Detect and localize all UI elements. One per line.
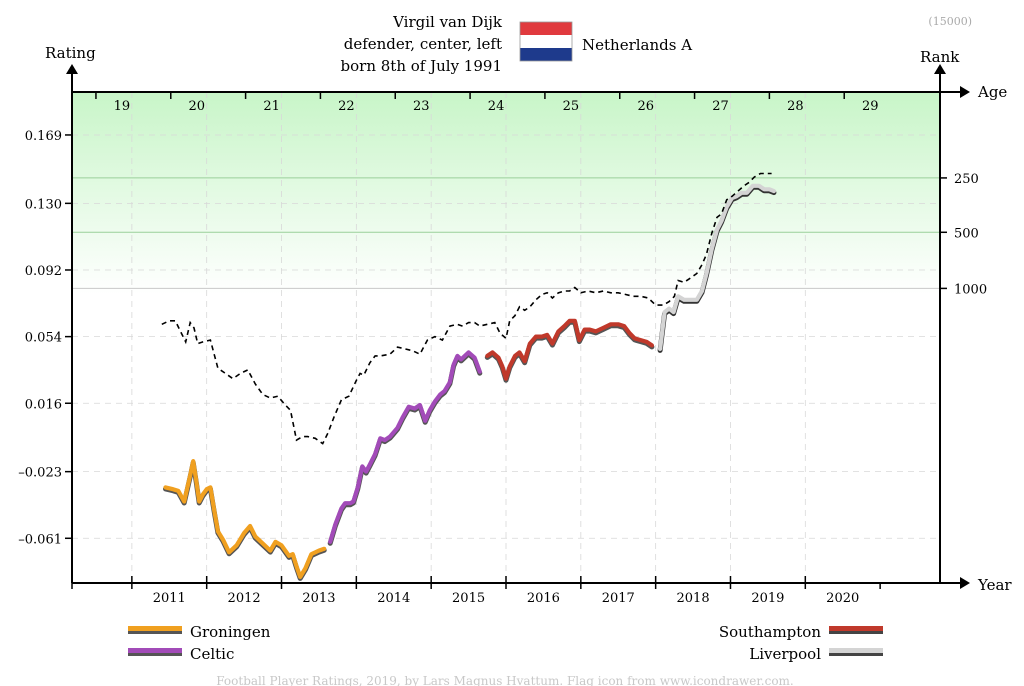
year-axis-label: Year: [977, 576, 1012, 594]
y-tick-label-6: 0.169: [25, 129, 62, 144]
flag-icon: [519, 21, 573, 62]
y-tick-label-5: 0.130: [25, 197, 62, 212]
footer-credit: Football Player Ratings, 2019, by Lars M…: [216, 674, 793, 686]
rank-labels: 250 500 1000: [940, 172, 987, 297]
legend-label-liverpool: Liverpool: [749, 645, 821, 663]
age-ticks: 19 20 21 22 23 24 25 26 27 28 29: [95, 92, 879, 114]
y-tick-label-2: 0.016: [25, 397, 62, 412]
year-label-2: 2013: [302, 591, 335, 606]
year-label-8: 2019: [751, 591, 784, 606]
flag-stripe-red: [520, 22, 572, 35]
player-born: born 8th of July 1991: [341, 57, 502, 75]
legend: Groningen Celtic Southampton Liverpool: [128, 623, 883, 663]
grid: [72, 92, 940, 583]
age-label-9: 28: [787, 99, 804, 114]
legend-label-groningen: Groningen: [190, 623, 271, 641]
right-axis-arrow: [934, 64, 946, 74]
y2-axis-label: Rank: [920, 48, 960, 66]
year-label-9: 2020: [826, 591, 859, 606]
age-label-6: 25: [563, 99, 580, 114]
legend-swatch-groningen: [128, 626, 182, 631]
age-label-0: 19: [114, 99, 131, 114]
flag-stripe-white: [520, 35, 572, 48]
rank-lines: [72, 177, 940, 289]
year-label-0: 2011: [153, 591, 186, 606]
player-name: Virgil van Dijk: [392, 13, 503, 31]
y-tick-label-4: 0.092: [25, 264, 62, 279]
series-rank-dashed: [161, 172, 772, 445]
series-liverpool: [658, 183, 776, 351]
age-label-4: 23: [413, 99, 430, 114]
age-label-7: 26: [637, 99, 654, 114]
flag-border: [519, 21, 573, 62]
x-ticks: 2011 2012 2013 2014 2015 2016 2017 2018 2019 2020: [71, 576, 881, 606]
year-label-6: 2017: [602, 591, 635, 606]
legend-label-southampton: Southampton: [719, 623, 821, 641]
y-axis-label: Rating: [45, 44, 96, 62]
age-label-3: 22: [338, 99, 355, 114]
axes: [71, 72, 962, 584]
bottom-axis-arrow: [960, 577, 970, 589]
top-axis-arrow: [960, 86, 970, 98]
rank-label-1000: 1000: [954, 282, 987, 297]
series-groningen: [163, 459, 327, 579]
legend-swatch-liverpool: [829, 648, 883, 653]
age-label-8: 27: [712, 99, 729, 114]
y-tick-label-3: 0.054: [25, 331, 62, 346]
team-name: Netherlands A: [582, 36, 692, 54]
series-celtic-shadow: [327, 351, 483, 546]
year-label-3: 2014: [377, 591, 410, 606]
age-label-10: 29: [862, 99, 879, 114]
series-layer: [161, 172, 777, 581]
flag-stripe-blue: [520, 48, 572, 61]
age-label-1: 20: [188, 99, 205, 114]
year-label-7: 2018: [677, 591, 710, 606]
year-label-5: 2016: [527, 591, 560, 606]
age-label-2: 21: [263, 99, 280, 114]
rank-label-250: 250: [954, 172, 979, 187]
series-celtic: [328, 350, 482, 544]
player-position: defender, center, left: [344, 35, 502, 53]
rank-label-500: 500: [954, 226, 979, 241]
year-label-4: 2015: [452, 591, 485, 606]
left-axis-arrow: [66, 64, 78, 74]
rating-badge: (15000): [928, 15, 972, 28]
year-label-1: 2012: [228, 591, 261, 606]
legend-swatch-southampton: [829, 626, 883, 631]
legend-label-celtic: Celtic: [190, 645, 234, 663]
legend-swatch-celtic: [128, 648, 182, 653]
header: Virgil van Dijk defender, center, left b…: [341, 13, 972, 75]
age-label-5: 24: [488, 99, 505, 114]
y-tick-label-1: –0.023: [18, 466, 62, 481]
y-ticks: –0.061 –0.023 0.016 0.054 0.092 0.130 0.169: [18, 129, 72, 547]
age-axis-label: Age: [977, 83, 1007, 101]
y-tick-label-0: –0.061: [18, 532, 62, 547]
series-southampton: [485, 318, 654, 381]
